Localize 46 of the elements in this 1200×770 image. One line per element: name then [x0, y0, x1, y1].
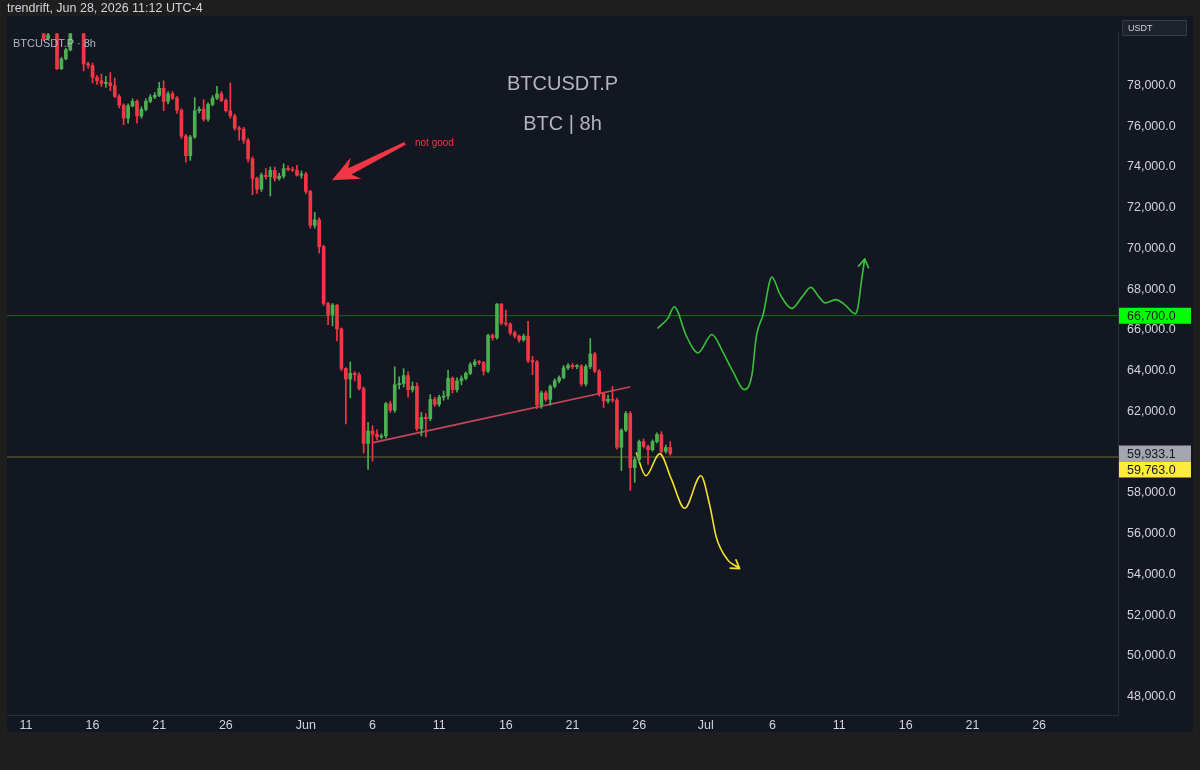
x-tick-label: 21 [965, 717, 980, 732]
y-tick-label: 52,000.0 [1127, 607, 1176, 622]
y-tick-label: 74,000.0 [1127, 159, 1176, 174]
y-tick-label: 56,000.0 [1127, 526, 1176, 541]
y-tick-label: 62,000.0 [1127, 403, 1176, 418]
x-tick-label: 16 [498, 717, 513, 732]
x-tick-label: 26 [632, 717, 647, 732]
x-tick-label: Jun [295, 717, 316, 732]
candlestick [268, 166, 273, 197]
y-tick-label: 64,000.0 [1127, 363, 1176, 378]
y-tick-label: 58,000.0 [1127, 485, 1176, 500]
x-tick-label: 16 [85, 717, 100, 732]
y-tick-label: 48,000.0 [1127, 689, 1176, 704]
candlestick [424, 413, 428, 438]
y-tick-label: 76,000.0 [1127, 118, 1176, 133]
y-tick-label: 66,000.0 [1127, 322, 1176, 337]
annotation: not good [415, 136, 454, 148]
text: 59,933.1 [1127, 446, 1176, 461]
candlestick [264, 168, 268, 180]
x-tick-label: 21 [565, 717, 580, 732]
x-tick-label: 11 [832, 717, 846, 732]
text: BTCUSDT.P [506, 72, 619, 95]
x-tick-label: 26 [1032, 717, 1047, 732]
x-tick-label: 6 [369, 717, 377, 732]
x-tick-label: 21 [152, 717, 167, 732]
y-tick-label: 72,000.0 [1127, 200, 1176, 215]
x-tick-label: 11 [19, 717, 33, 732]
y-tick-label: 54,000.0 [1127, 566, 1176, 581]
ref-line-label: 59,763.0 [1127, 462, 1176, 477]
candlestick [104, 75, 108, 88]
text: BTC | 8h [523, 112, 602, 135]
y-tick-label: 78,000.0 [1127, 77, 1176, 92]
candlestick [646, 444, 650, 465]
x-tick-label: 16 [898, 717, 913, 732]
y-axis-title: USDT [1128, 22, 1153, 33]
candlestick [228, 82, 233, 119]
ref-line-label: 66,700.0 [1127, 308, 1176, 323]
y-tick-label: 68,000.0 [1127, 281, 1176, 296]
y-tick-label: 50,000.0 [1127, 648, 1176, 663]
candlestick [348, 361, 353, 399]
y-tick-label: 70,000.0 [1127, 240, 1176, 255]
x-tick-label: 6 [769, 717, 776, 732]
x-tick-label: 26 [218, 717, 233, 732]
text: trendrift, Jun 28, 2026 11:12 UTC-4 [7, 1, 203, 16]
x-tick-label: Jul [697, 717, 714, 732]
x-tick-label: 11 [432, 717, 446, 732]
